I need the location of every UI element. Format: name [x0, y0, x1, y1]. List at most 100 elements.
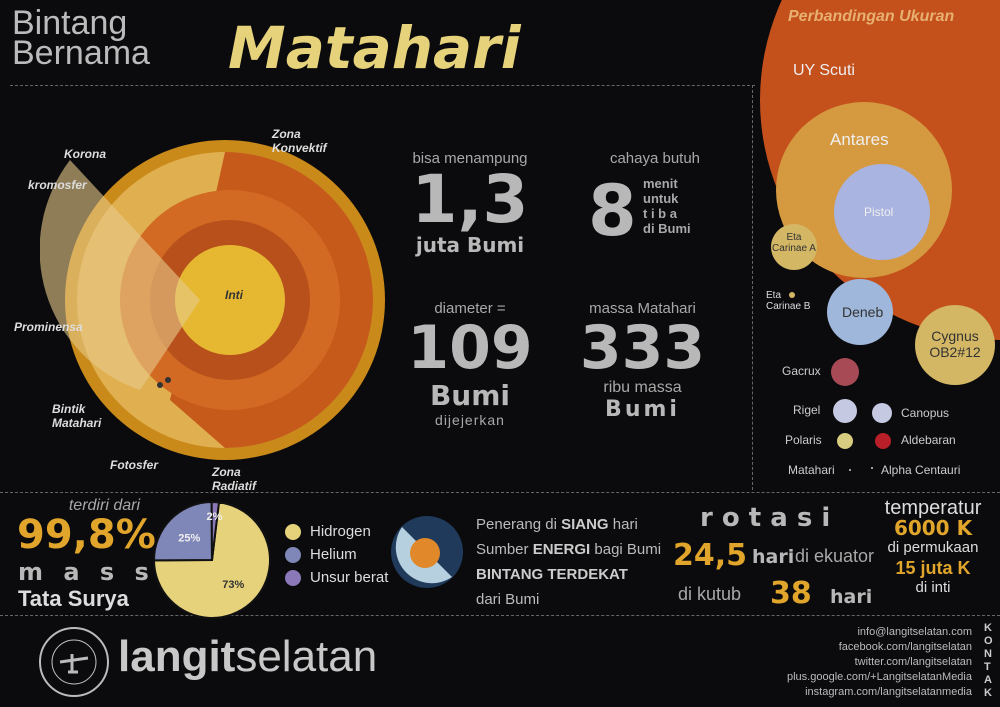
- legend-swatch: [285, 523, 301, 540]
- diameter-value: 109: [407, 313, 533, 383]
- rotation-pole-unit: hari: [830, 586, 873, 608]
- fact-diameter: diameter = 109 Bumi dijejerkan: [395, 300, 545, 428]
- pie-slice-unsur-berat: [210, 501, 221, 561]
- star-label-gacrux: Gacrux: [782, 364, 821, 378]
- pie-slice-helium: [153, 500, 214, 562]
- brand-light: selatan: [235, 632, 378, 681]
- star-label-eta-carinae-a: Eta Carinae A: [772, 232, 816, 254]
- legend-label: Helium: [310, 546, 357, 563]
- fact-capacity: bisa menampung 1,3 juta Bumi: [395, 150, 545, 257]
- title-line1: Bintang: [12, 4, 128, 42]
- temp-surface-label: di permukaan: [887, 539, 979, 556]
- role3: BINTANG TERDEKAT: [476, 566, 628, 583]
- contact-instagram[interactable]: instagram.com/langitselatanmedia: [805, 686, 972, 698]
- label-kromosfer: kromosfer: [28, 178, 87, 192]
- mass-value: 333: [579, 313, 706, 383]
- comparison-title: Perbandingan Ukuran: [788, 8, 955, 25]
- contact-twitter[interactable]: twitter.com/langitselatan: [854, 656, 972, 668]
- star-pistol: [834, 164, 930, 260]
- legend-item: Unsur berat: [285, 569, 388, 586]
- legend-swatch: [285, 569, 301, 586]
- mass-post: ribu massa: [603, 379, 682, 396]
- label-zona-radiatif: Zona Radiatif: [212, 465, 257, 493]
- legend-label: Hidrogen: [310, 523, 371, 540]
- rotation-eq-unit: hari: [752, 546, 795, 568]
- label-fotosfer: Fotosfer: [110, 458, 158, 472]
- light-post3: t i b a: [643, 206, 677, 221]
- star-label-canopus: Canopus: [901, 406, 950, 420]
- star-label-matahari: Matahari: [788, 463, 835, 477]
- star-canopus: [872, 403, 892, 423]
- composition-value: 99,8%: [17, 512, 156, 558]
- star-label-rigel: Rigel: [793, 403, 821, 417]
- light-post2: untuk: [643, 191, 679, 206]
- star-label-cygnus: Cygnus OB2#12: [929, 328, 981, 360]
- label-inti: Inti: [225, 288, 243, 302]
- label-zona-konvektif: Zona Konvektif: [272, 127, 327, 155]
- sun-diagram: [40, 140, 385, 460]
- rotation-title: r o t a s i: [700, 503, 831, 533]
- pie-legend: Hidrogen Helium Unsur berat: [285, 523, 388, 586]
- langitselatan-logo: [39, 627, 109, 697]
- rotation-pole-label: di kutub: [678, 584, 742, 604]
- pie-label: 2%: [207, 511, 223, 523]
- temp-core-value: 15 juta K: [895, 558, 971, 578]
- kontak-label: KONTAK: [984, 622, 993, 699]
- light-post4: di Bumi: [643, 221, 691, 236]
- pie-label: 73%: [222, 579, 244, 591]
- day-night-icon: [391, 516, 463, 588]
- star-aldebaran: [875, 433, 891, 449]
- temp-title: temperatur: [884, 497, 982, 519]
- size-comparison: [760, 0, 1000, 471]
- fact-light: cahaya butuh 8 menit untuk t i b a di Bu…: [585, 150, 725, 252]
- fact-mass: massa Matahari 333 ribu massa Bumi: [570, 300, 715, 422]
- label-korona: Korona: [64, 147, 106, 161]
- capacity-value: 1,3: [411, 161, 529, 238]
- mass-post2: Bumi: [605, 397, 680, 422]
- diameter-post: Bumi: [429, 379, 511, 412]
- mass-pre: massa Matahari: [589, 300, 696, 317]
- star-matahari: [849, 469, 851, 471]
- brand-bold: langit: [118, 632, 236, 681]
- role2c: bagi Bumi: [590, 541, 662, 558]
- label-bintik-matahari: Bintik Matahari: [52, 402, 102, 430]
- pie-label: 25%: [178, 533, 200, 545]
- title-main: Matahari: [228, 14, 521, 82]
- star-deneb: [827, 279, 893, 345]
- title-line2: Bernama: [12, 34, 150, 72]
- composition: terdiri dari: [15, 497, 140, 515]
- composition-pie-chart: 73% 25% 2%: [152, 500, 271, 619]
- role2b: ENERGI: [532, 541, 591, 558]
- contacts: info@langitselatan.com facebook.com/lang…: [787, 625, 972, 700]
- star-label-uy-scuti: UY Scuti: [793, 62, 855, 79]
- role1a: Penerang di: [476, 516, 562, 533]
- label-prominensa: Prominensa: [14, 320, 83, 334]
- role1b: SIANG: [561, 516, 609, 533]
- light-value: 8: [588, 170, 637, 252]
- star-alpha-centauri: [871, 467, 873, 469]
- role4: dari Bumi: [476, 591, 540, 608]
- star-label-deneb: Deneb: [842, 304, 884, 320]
- rotation-eq-label: di ekuator: [795, 546, 875, 566]
- role1c: hari: [608, 516, 638, 533]
- legend-item: Helium: [285, 546, 388, 563]
- contact-email[interactable]: info@langitselatan.com: [857, 626, 972, 638]
- star-label-eta-carinae-b: Eta Carinae B: [766, 290, 811, 312]
- star-eta-carinae-b: [789, 292, 795, 298]
- light-pre: cahaya butuh: [609, 150, 701, 167]
- star-label-pistol: Pistol: [864, 205, 894, 219]
- rotation-eq-value: 24,5: [673, 538, 748, 573]
- legend-swatch: [285, 546, 301, 563]
- star-label-alpha-centauri: Alpha Centauri: [881, 463, 961, 477]
- title-prefix: Bintang Bernama: [12, 4, 150, 72]
- legend-item: Hidrogen: [285, 523, 388, 540]
- star-eta-carinae-a: [771, 224, 817, 270]
- contact-google-plus[interactable]: plus.google.com/+LangitselatanMedia: [787, 671, 972, 683]
- contact-facebook[interactable]: facebook.com/langitselatan: [838, 641, 972, 653]
- composition-pre: terdiri dari: [68, 497, 140, 514]
- brand-name[interactable]: langitselatan: [118, 632, 377, 682]
- diameter-pre: diameter =: [434, 300, 506, 317]
- temp-surface-value: 6000 K: [893, 516, 973, 540]
- temperature: temperatur 6000 K di permukaan 15 juta K…: [878, 498, 988, 598]
- capacity-pre: bisa menampung: [412, 150, 528, 167]
